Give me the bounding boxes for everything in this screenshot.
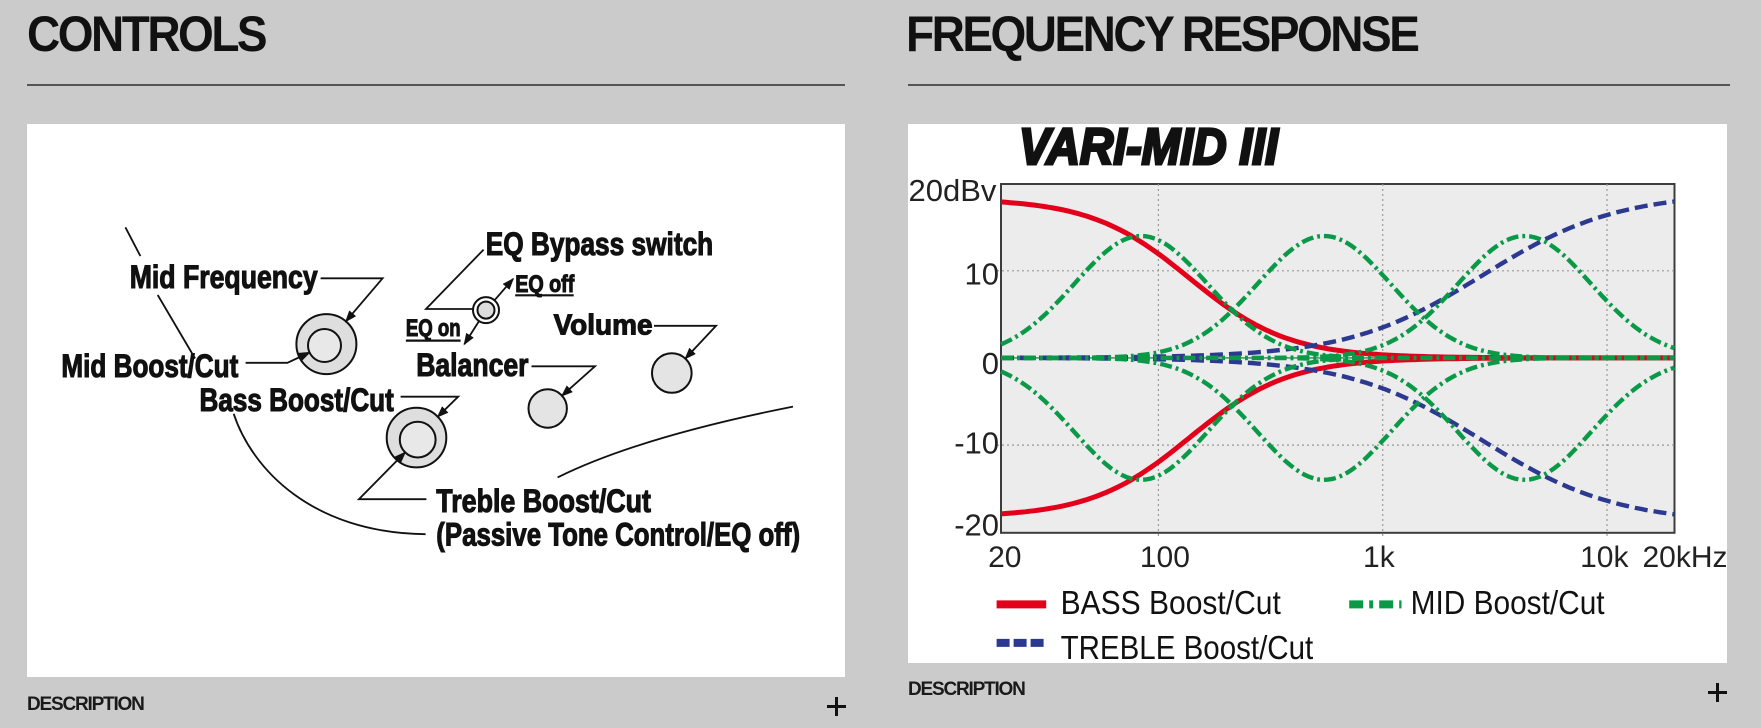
svg-text:100: 100: [1140, 541, 1190, 574]
svg-text:10k: 10k: [1580, 541, 1629, 574]
svg-text:1k: 1k: [1363, 541, 1396, 574]
svg-text:Treble Boost/Cut: Treble Boost/Cut: [436, 483, 651, 519]
svg-text:0: 0: [982, 346, 999, 381]
svg-text:20: 20: [988, 541, 1021, 574]
svg-text:EQ on: EQ on: [406, 315, 461, 342]
svg-text:MID Boost/Cut: MID Boost/Cut: [1411, 584, 1605, 621]
svg-text:(Passive Tone Control/EQ off): (Passive Tone Control/EQ off): [436, 517, 800, 553]
svg-text:-20: -20: [954, 508, 999, 543]
svg-text:Volume: Volume: [554, 310, 653, 342]
svg-text:10: 10: [965, 256, 999, 291]
svg-text:20kHz: 20kHz: [1642, 541, 1727, 574]
svg-text:VARI-MID III: VARI-MID III: [1019, 124, 1280, 175]
svg-text:Mid Frequency: Mid Frequency: [130, 259, 318, 295]
svg-text:-10: -10: [954, 426, 999, 461]
svg-text:Balancer: Balancer: [416, 347, 528, 383]
svg-text:TREBLE Boost/Cut: TREBLE Boost/Cut: [1061, 629, 1314, 663]
svg-text:BASS Boost/Cut: BASS Boost/Cut: [1061, 584, 1281, 621]
svg-text:EQ Bypass switch: EQ Bypass switch: [486, 226, 714, 262]
svg-text:20dBv: 20dBv: [908, 173, 996, 208]
svg-text:Bass Boost/Cut: Bass Boost/Cut: [200, 382, 395, 418]
svg-text:EQ off: EQ off: [515, 271, 575, 298]
svg-text:Mid Boost/Cut: Mid Boost/Cut: [61, 348, 238, 384]
